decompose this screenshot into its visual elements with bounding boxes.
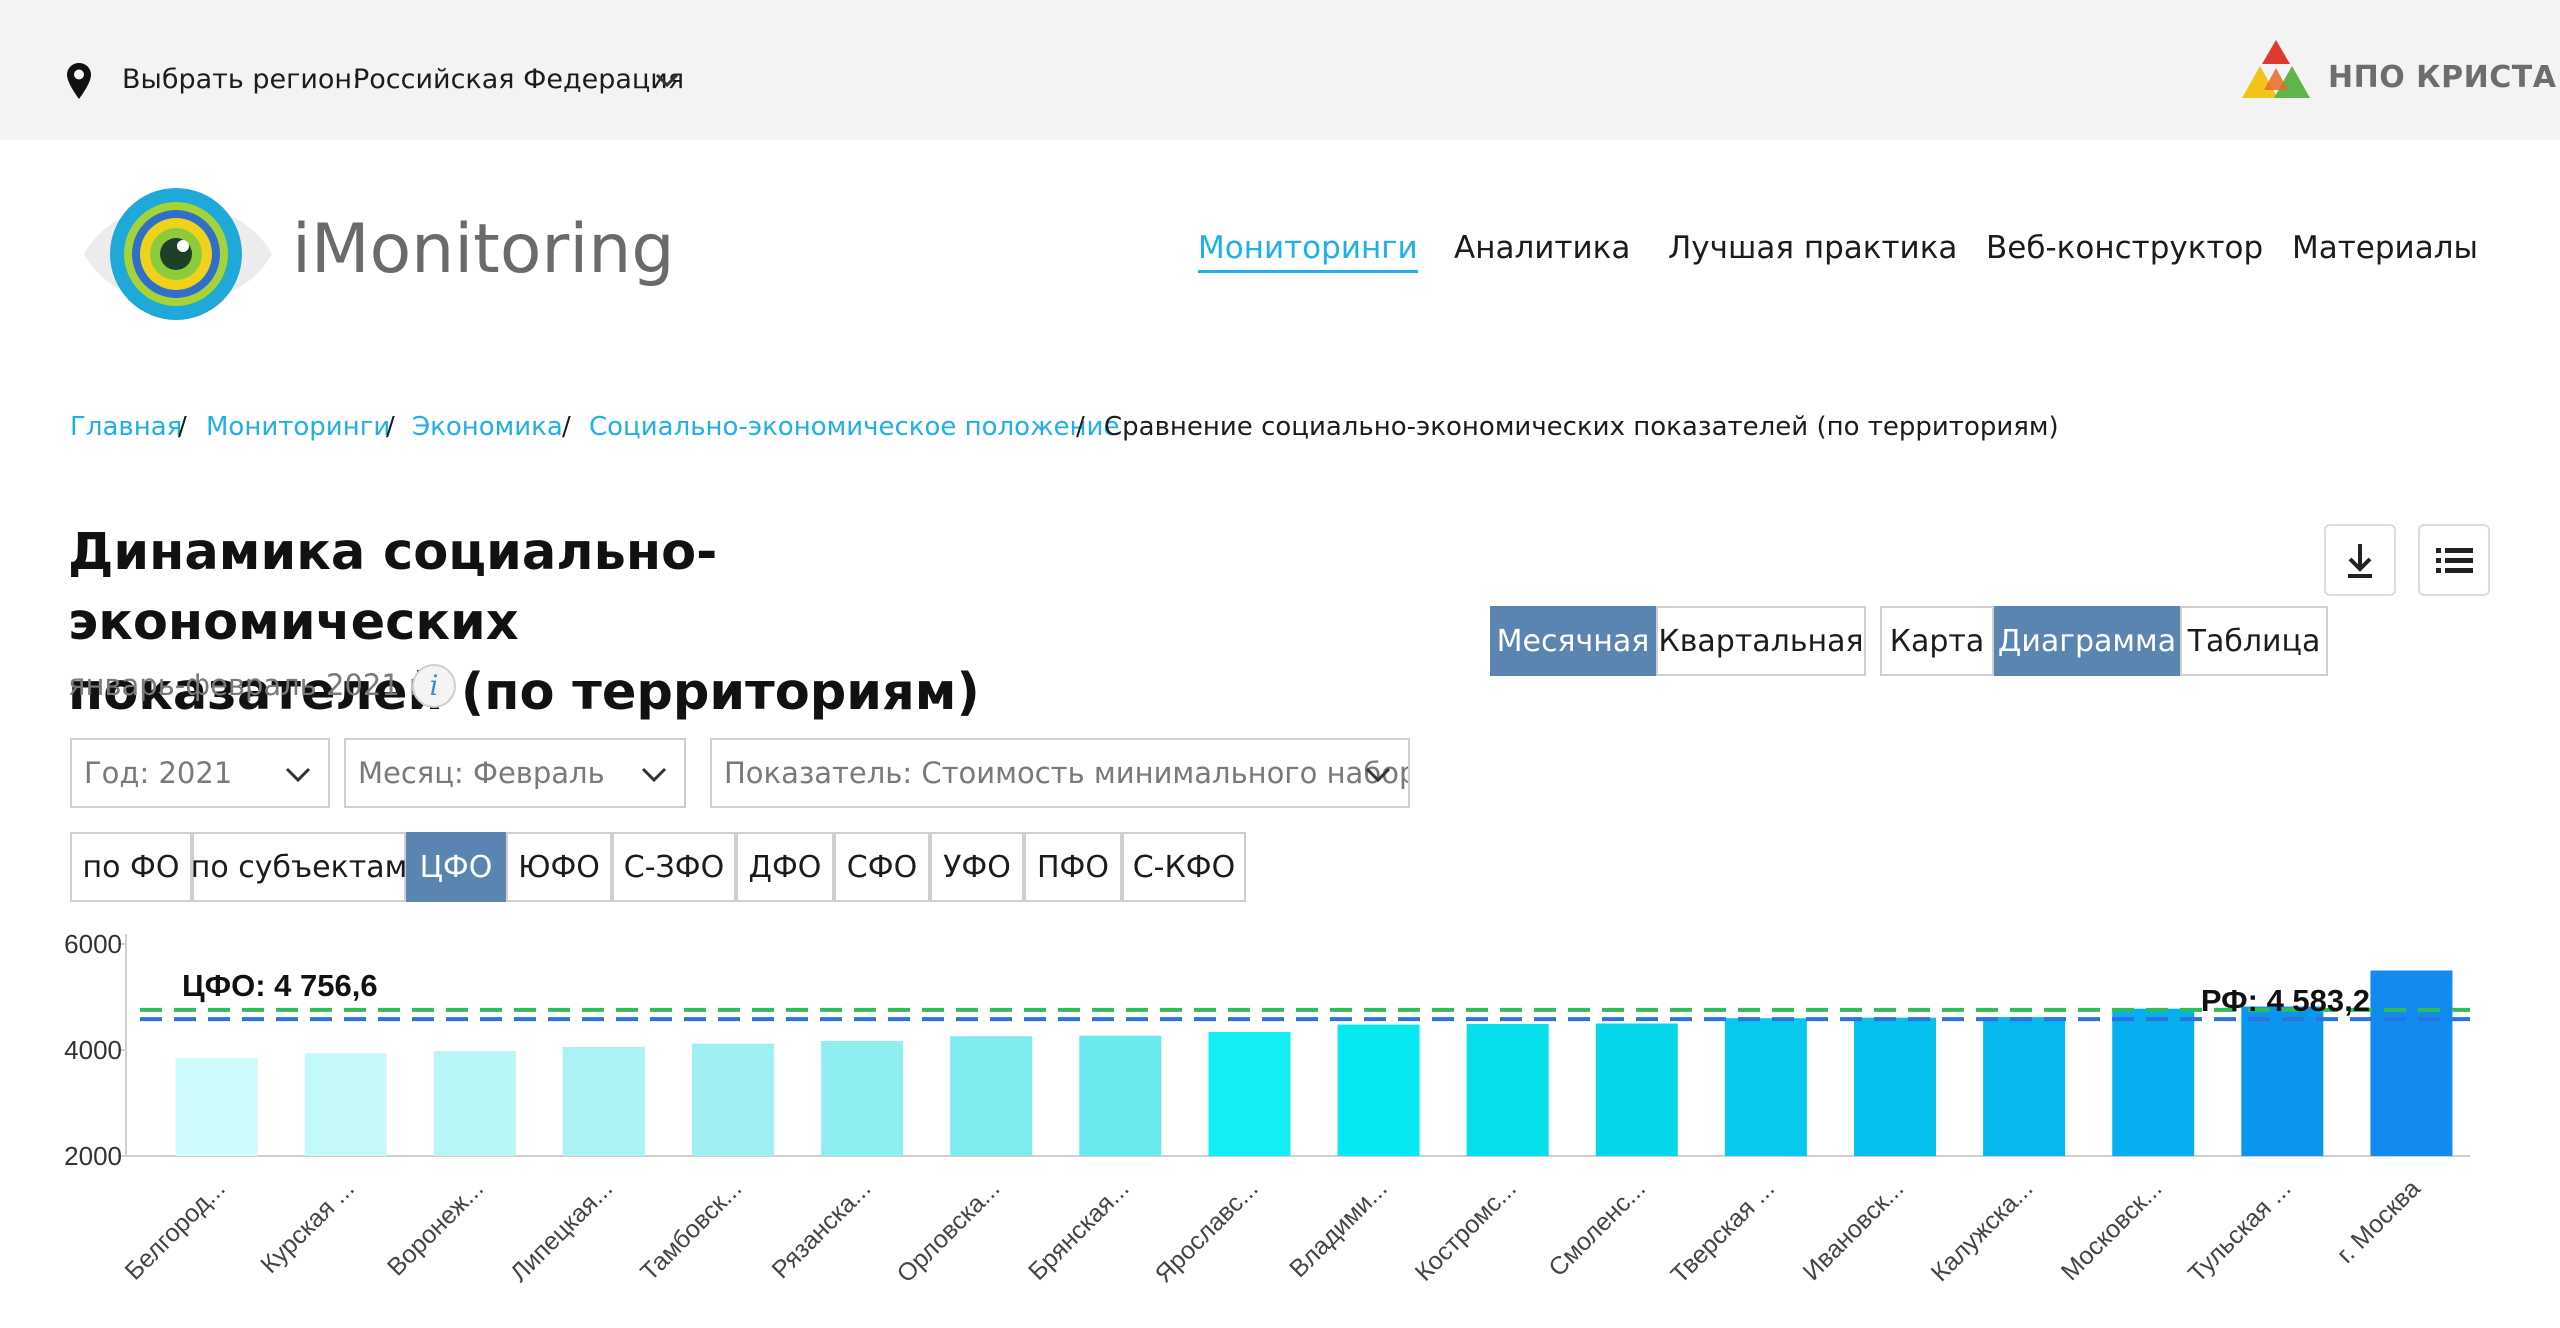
breadcrumb-current: Сравнение социально-экономических показа… [1104, 412, 2059, 442]
tab-dfo[interactable]: ДФО [736, 832, 834, 902]
chart-bar [950, 1036, 1033, 1156]
tab-cfo[interactable]: ЦФО [406, 832, 506, 902]
period-subtitle: январь-февраль 2021 г. [68, 668, 434, 702]
page-title-line1: Динамика социально-экономических [68, 523, 718, 652]
chart-bar [1724, 1018, 1807, 1156]
view-table-button[interactable]: Таблица [2180, 606, 2328, 676]
nav-materials[interactable]: Материалы [2292, 230, 2478, 266]
x-tick-label: Брянская... [1023, 1174, 1134, 1285]
month-select-value: Месяц: Февраль [358, 756, 605, 790]
period-quarterly-button[interactable]: Квартальная [1656, 606, 1866, 676]
tab-by-subjects[interactable]: по субъектам [191, 832, 407, 902]
nav-monitoring[interactable]: Мониторинги [1198, 230, 1418, 273]
chart-bar [692, 1043, 774, 1156]
x-tick-label: Калужска... [1926, 1174, 2039, 1287]
x-tick-label: Орловска... [892, 1174, 1006, 1288]
chart-bar [1854, 1017, 1936, 1156]
year-select[interactable]: Год: 2021 [70, 738, 330, 808]
x-tick-label: Московск... [2056, 1174, 2168, 1286]
x-tick-label: г. Москва [2331, 1174, 2425, 1268]
breadcrumb-separator: / [386, 412, 395, 442]
region-label: Выбрать регион: [122, 64, 362, 95]
year-select-value: Год: 2021 [84, 756, 233, 790]
chevron-down-icon [641, 767, 667, 783]
reference-label-cfo: ЦФО: 4 756,6 [182, 968, 378, 1003]
top-bar: Выбрать регион: Российская Федерация НПО… [0, 0, 2560, 140]
download-icon [2348, 544, 2372, 578]
imonitoring-logo-icon[interactable] [80, 178, 276, 330]
x-tick-label: Тверская ... [1665, 1174, 1780, 1289]
month-select[interactable]: Месяц: Февраль [344, 738, 686, 808]
tab-szfo[interactable]: С-ЗФО [612, 832, 736, 902]
breadcrumb-home[interactable]: Главная [70, 412, 183, 442]
brand-name[interactable]: НПО КРИСТА [2328, 60, 2557, 95]
breadcrumb-separator: / [1076, 412, 1085, 442]
chart-bar [1466, 1024, 1549, 1156]
chart-bar [2241, 1006, 2324, 1156]
app-logo-text[interactable]: iMonitoring [292, 210, 675, 289]
krista-logo[interactable] [2238, 38, 2314, 108]
tab-yufo[interactable]: ЮФО [506, 832, 612, 902]
breadcrumb-socio-economic[interactable]: Социально-экономическое положение [589, 412, 1120, 442]
page-title-line2: показателей (по территориям) [68, 663, 980, 722]
view-diagram-button[interactable]: Диаграмма [1994, 606, 2180, 676]
page-title: Динамика социально-экономических показат… [68, 518, 1068, 728]
nav-web-constructor[interactable]: Веб-конструктор [1986, 230, 2264, 266]
breadcrumb-economy[interactable]: Экономика [412, 412, 563, 442]
x-tick-label: Рязанска... [767, 1174, 877, 1284]
x-tick-label: Воронеж... [382, 1174, 489, 1281]
x-tick-label: Белгород... [120, 1174, 231, 1285]
tab-skfo[interactable]: С-КФО [1122, 832, 1246, 902]
tab-sfo[interactable]: СФО [834, 832, 930, 902]
x-tick-label: Липецкая... [505, 1174, 618, 1287]
chevron-down-icon[interactable] [654, 70, 680, 90]
chart-bar [433, 1051, 516, 1156]
x-tick-label: Владими... [1284, 1174, 1393, 1283]
region-select-value[interactable]: Российская Федерация [353, 64, 685, 95]
breadcrumb-monitoring[interactable]: Мониторинги [206, 412, 391, 442]
y-tick-label: 2000 [64, 1141, 122, 1171]
tab-by-fo[interactable]: по ФО [70, 832, 192, 902]
location-pin-icon[interactable] [66, 62, 92, 100]
chart-bar [1595, 1023, 1678, 1156]
x-tick-label: Смоленс... [1543, 1174, 1651, 1282]
x-tick-label: Курская ... [255, 1174, 360, 1279]
view-map-button[interactable]: Карта [1880, 606, 1994, 676]
indicator-select-value: Показатель: Стоимость минимального набор [724, 756, 1410, 790]
nav-analytics[interactable]: Аналитика [1454, 230, 1631, 266]
indicator-select[interactable]: Показатель: Стоимость минимального набор [710, 738, 1410, 808]
chart-bar [2370, 970, 2453, 1156]
tab-pfo[interactable]: ПФО [1024, 832, 1122, 902]
chart-bar [1337, 1024, 1420, 1156]
chart-bar [562, 1046, 645, 1156]
breadcrumb-separator: / [178, 412, 187, 442]
chart-bar [1208, 1031, 1291, 1156]
chart-bar [2112, 1008, 2195, 1156]
chart-bar [821, 1040, 904, 1156]
list-icon [2436, 548, 2473, 573]
chevron-down-icon [285, 767, 311, 783]
x-tick-label: Ивановск... [1798, 1174, 1910, 1286]
chart-bar [1079, 1035, 1162, 1156]
x-tick-label: Тульская ... [2183, 1174, 2297, 1288]
y-tick-label: 6000 [64, 929, 122, 959]
chart-bar [175, 1057, 258, 1156]
reference-label-rf: РФ: 4 583,2 [2201, 983, 2370, 1018]
download-button[interactable] [2324, 524, 2396, 596]
breadcrumb-separator: / [562, 412, 571, 442]
info-icon[interactable]: i [412, 664, 456, 708]
y-tick-label: 4000 [64, 1035, 122, 1065]
tab-ufo[interactable]: УФО [930, 832, 1024, 902]
list-menu-button[interactable] [2418, 524, 2490, 596]
bar-chart: 2000 4000 6000 Белгород... Курская ... Вороне… [64, 929, 2470, 1289]
x-tick-label: Ярославс... [1150, 1174, 1264, 1288]
x-tick-label: Тамбовск... [635, 1174, 747, 1286]
x-tick-label: Костромс... [1410, 1174, 1522, 1286]
chart-bar [1983, 1017, 2066, 1156]
nav-best-practice[interactable]: Лучшая практика [1668, 230, 1958, 266]
period-monthly-button[interactable]: Месячная [1490, 606, 1656, 676]
chevron-down-icon [1365, 767, 1391, 783]
chart-bar [304, 1053, 387, 1156]
